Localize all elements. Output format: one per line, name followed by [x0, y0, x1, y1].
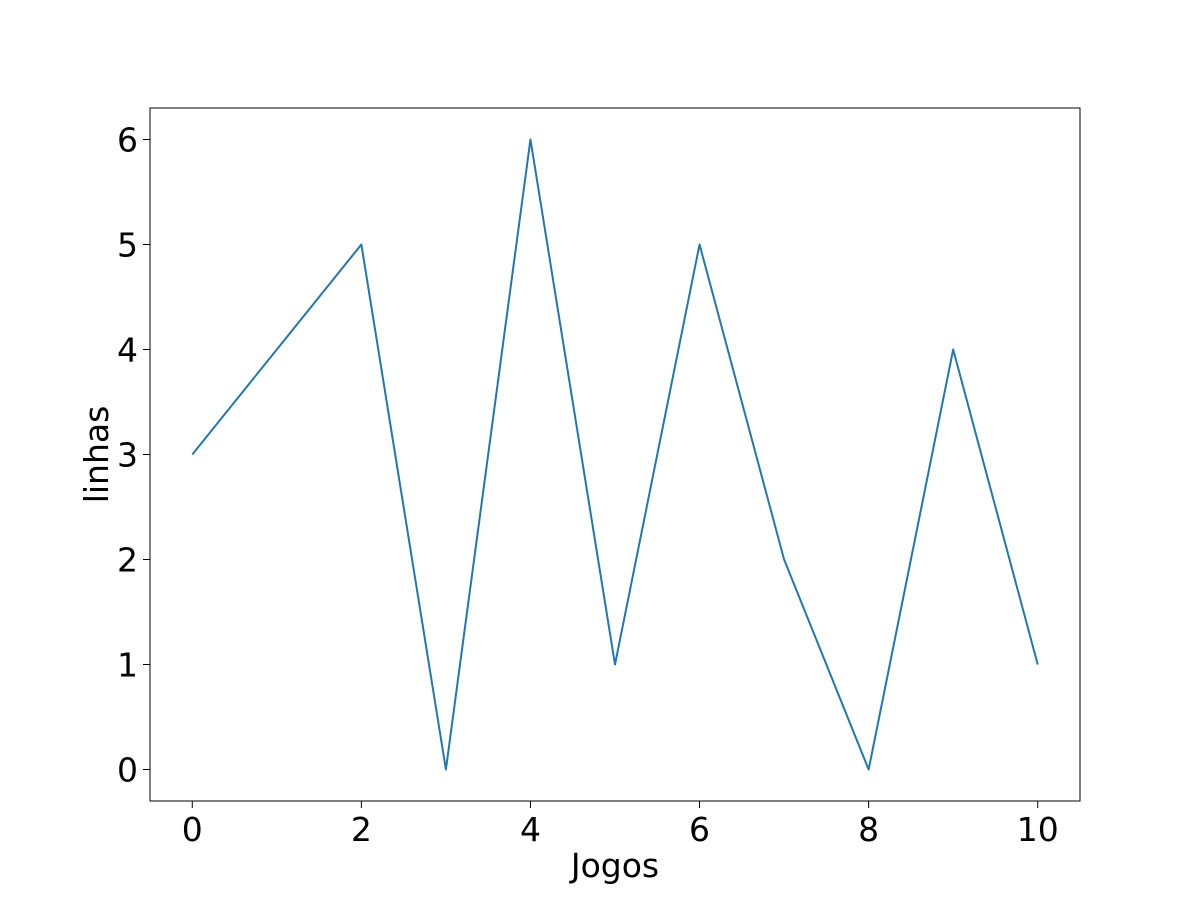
series-layer — [191, 138, 1039, 771]
x-tick-label: 2 — [351, 810, 372, 849]
y-tick-label: 1 — [117, 646, 138, 685]
x-axis-label: Jogos — [569, 846, 659, 885]
y-tick-label: 4 — [117, 331, 138, 370]
x-tick-label: 4 — [520, 810, 541, 849]
y-tick-label: 2 — [117, 541, 138, 580]
x-tick-label: 8 — [858, 810, 879, 849]
y-axis: 0 1 2 3 4 5 6 — [117, 121, 150, 790]
x-tick-label: 6 — [689, 810, 710, 849]
x-tick-label: 0 — [182, 810, 203, 849]
y-tick-label: 3 — [117, 436, 138, 475]
y-tick-label: 6 — [117, 121, 138, 160]
y-axis-label: linhas — [77, 406, 116, 504]
x-axis: 0 2 4 6 8 10 — [182, 801, 1059, 849]
y-tick-label: 0 — [117, 751, 138, 790]
x-tick-label: 10 — [1017, 810, 1059, 849]
y-tick-label: 5 — [117, 226, 138, 265]
